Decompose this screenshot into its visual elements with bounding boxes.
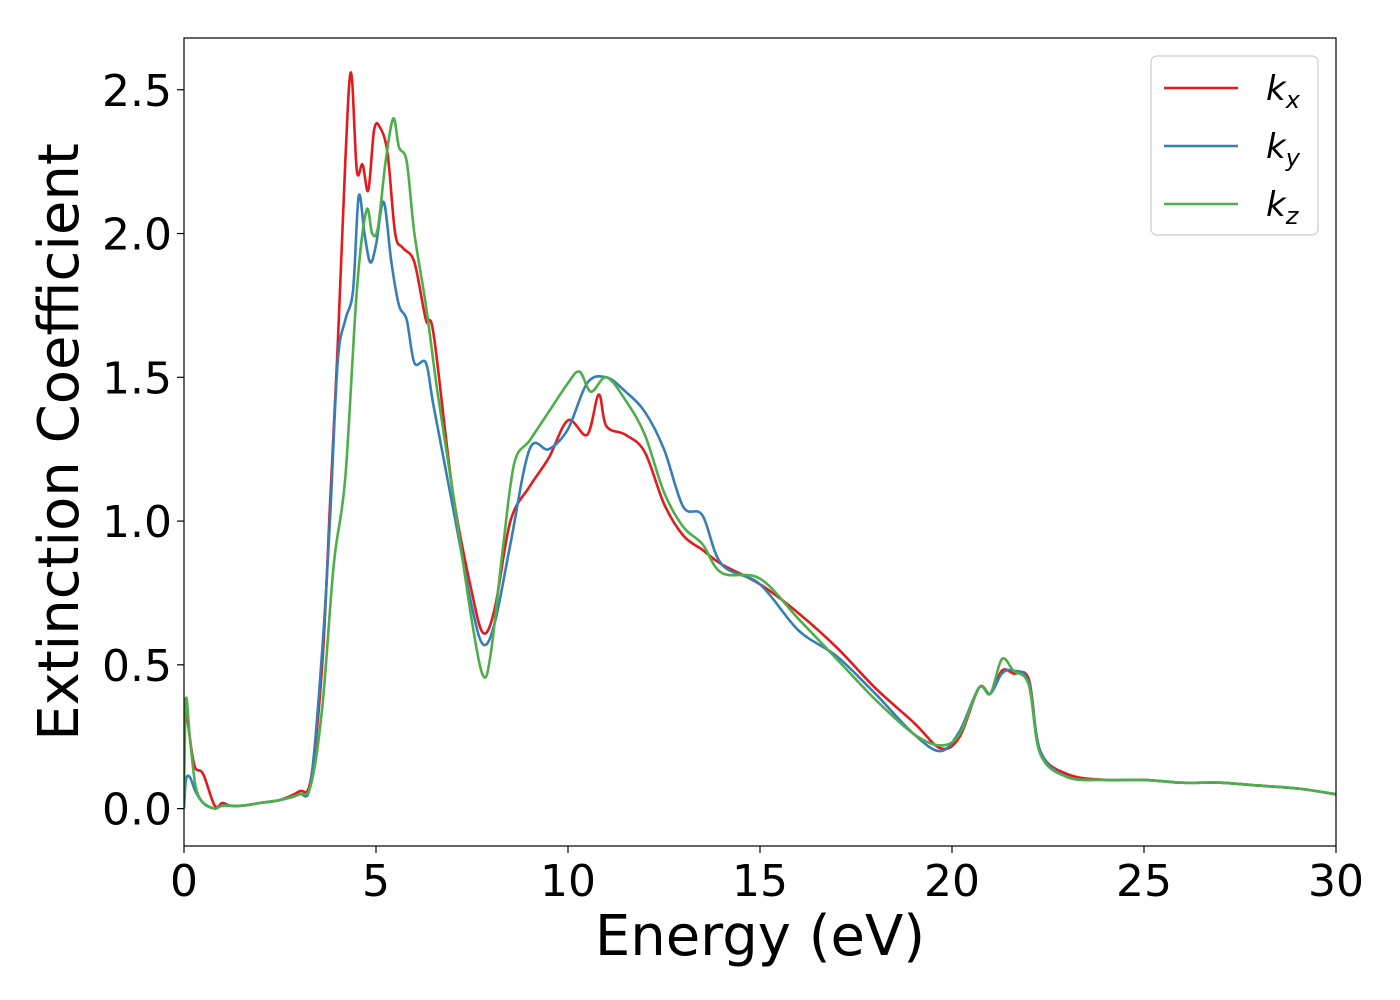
y-tick-label: 0.5 (102, 641, 172, 692)
x-tick-label: 15 (732, 856, 788, 907)
legend: kx ky kz (1150, 55, 1319, 236)
plot-area (183, 37, 1337, 847)
x-tick-label: 5 (362, 856, 390, 907)
series-line-kz (184, 117, 1336, 810)
legend-label-kz: kz (1266, 185, 1300, 230)
y-axis-label: Extinction Coefficient (27, 143, 92, 741)
y-tick-label: 2.0 (102, 210, 172, 261)
legend-label-ky: ky (1266, 127, 1301, 172)
y-tick-label: 1.0 (102, 497, 172, 548)
x-axis-label: Energy (eV) (595, 904, 925, 969)
x-tick-label: 0 (170, 856, 198, 907)
series-lines (184, 71, 1336, 810)
legend-label-kx: kx (1266, 69, 1301, 114)
x-axis-ticks: 0 5 10 15 20 25 30 (170, 846, 1364, 907)
x-tick-label: 30 (1308, 856, 1364, 907)
y-axis-ticks: 0.0 0.5 1.0 1.5 2.0 2.5 (102, 66, 184, 836)
x-tick-label: 25 (1116, 856, 1172, 907)
x-tick-label: 20 (924, 856, 980, 907)
y-tick-label: 2.5 (102, 66, 172, 117)
x-tick-label: 10 (540, 856, 596, 907)
y-tick-label: 1.5 (102, 353, 172, 404)
y-tick-label: 0.0 (102, 785, 172, 836)
